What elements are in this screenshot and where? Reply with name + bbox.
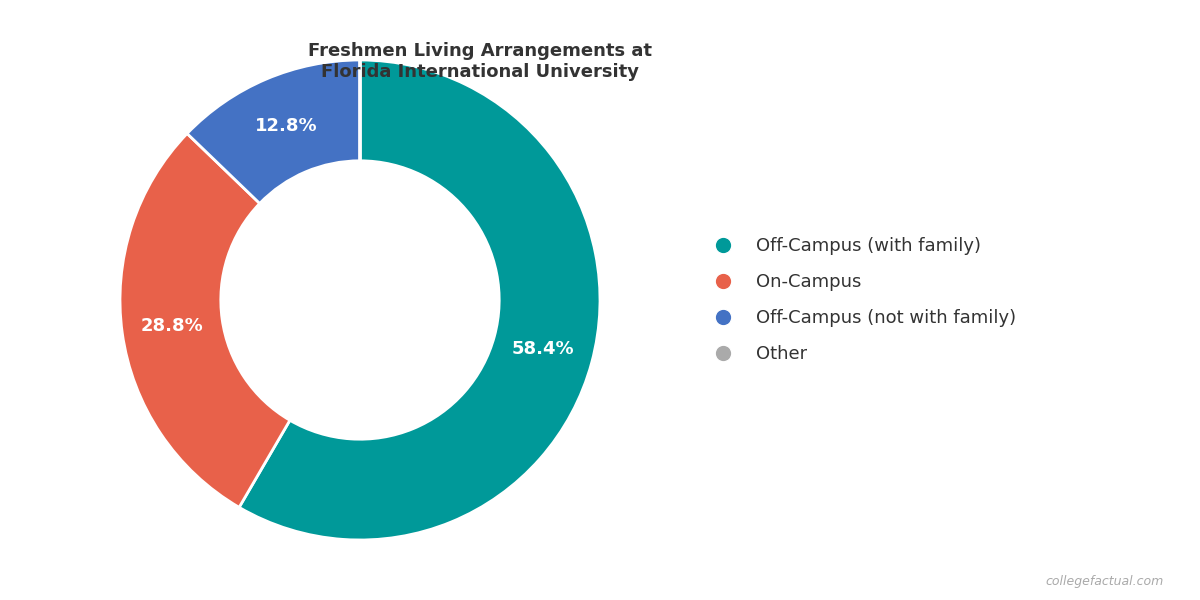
Text: 58.4%: 58.4% (511, 340, 575, 358)
Legend: Off-Campus (with family), On-Campus, Off-Campus (not with family), Other: Off-Campus (with family), On-Campus, Off… (706, 237, 1015, 363)
Wedge shape (120, 134, 290, 508)
Text: collegefactual.com: collegefactual.com (1045, 575, 1164, 588)
Text: 12.8%: 12.8% (254, 116, 317, 134)
Text: 28.8%: 28.8% (140, 317, 204, 335)
Text: Freshmen Living Arrangements at
Florida International University: Freshmen Living Arrangements at Florida … (308, 42, 652, 81)
Wedge shape (187, 60, 360, 203)
Wedge shape (239, 60, 600, 540)
